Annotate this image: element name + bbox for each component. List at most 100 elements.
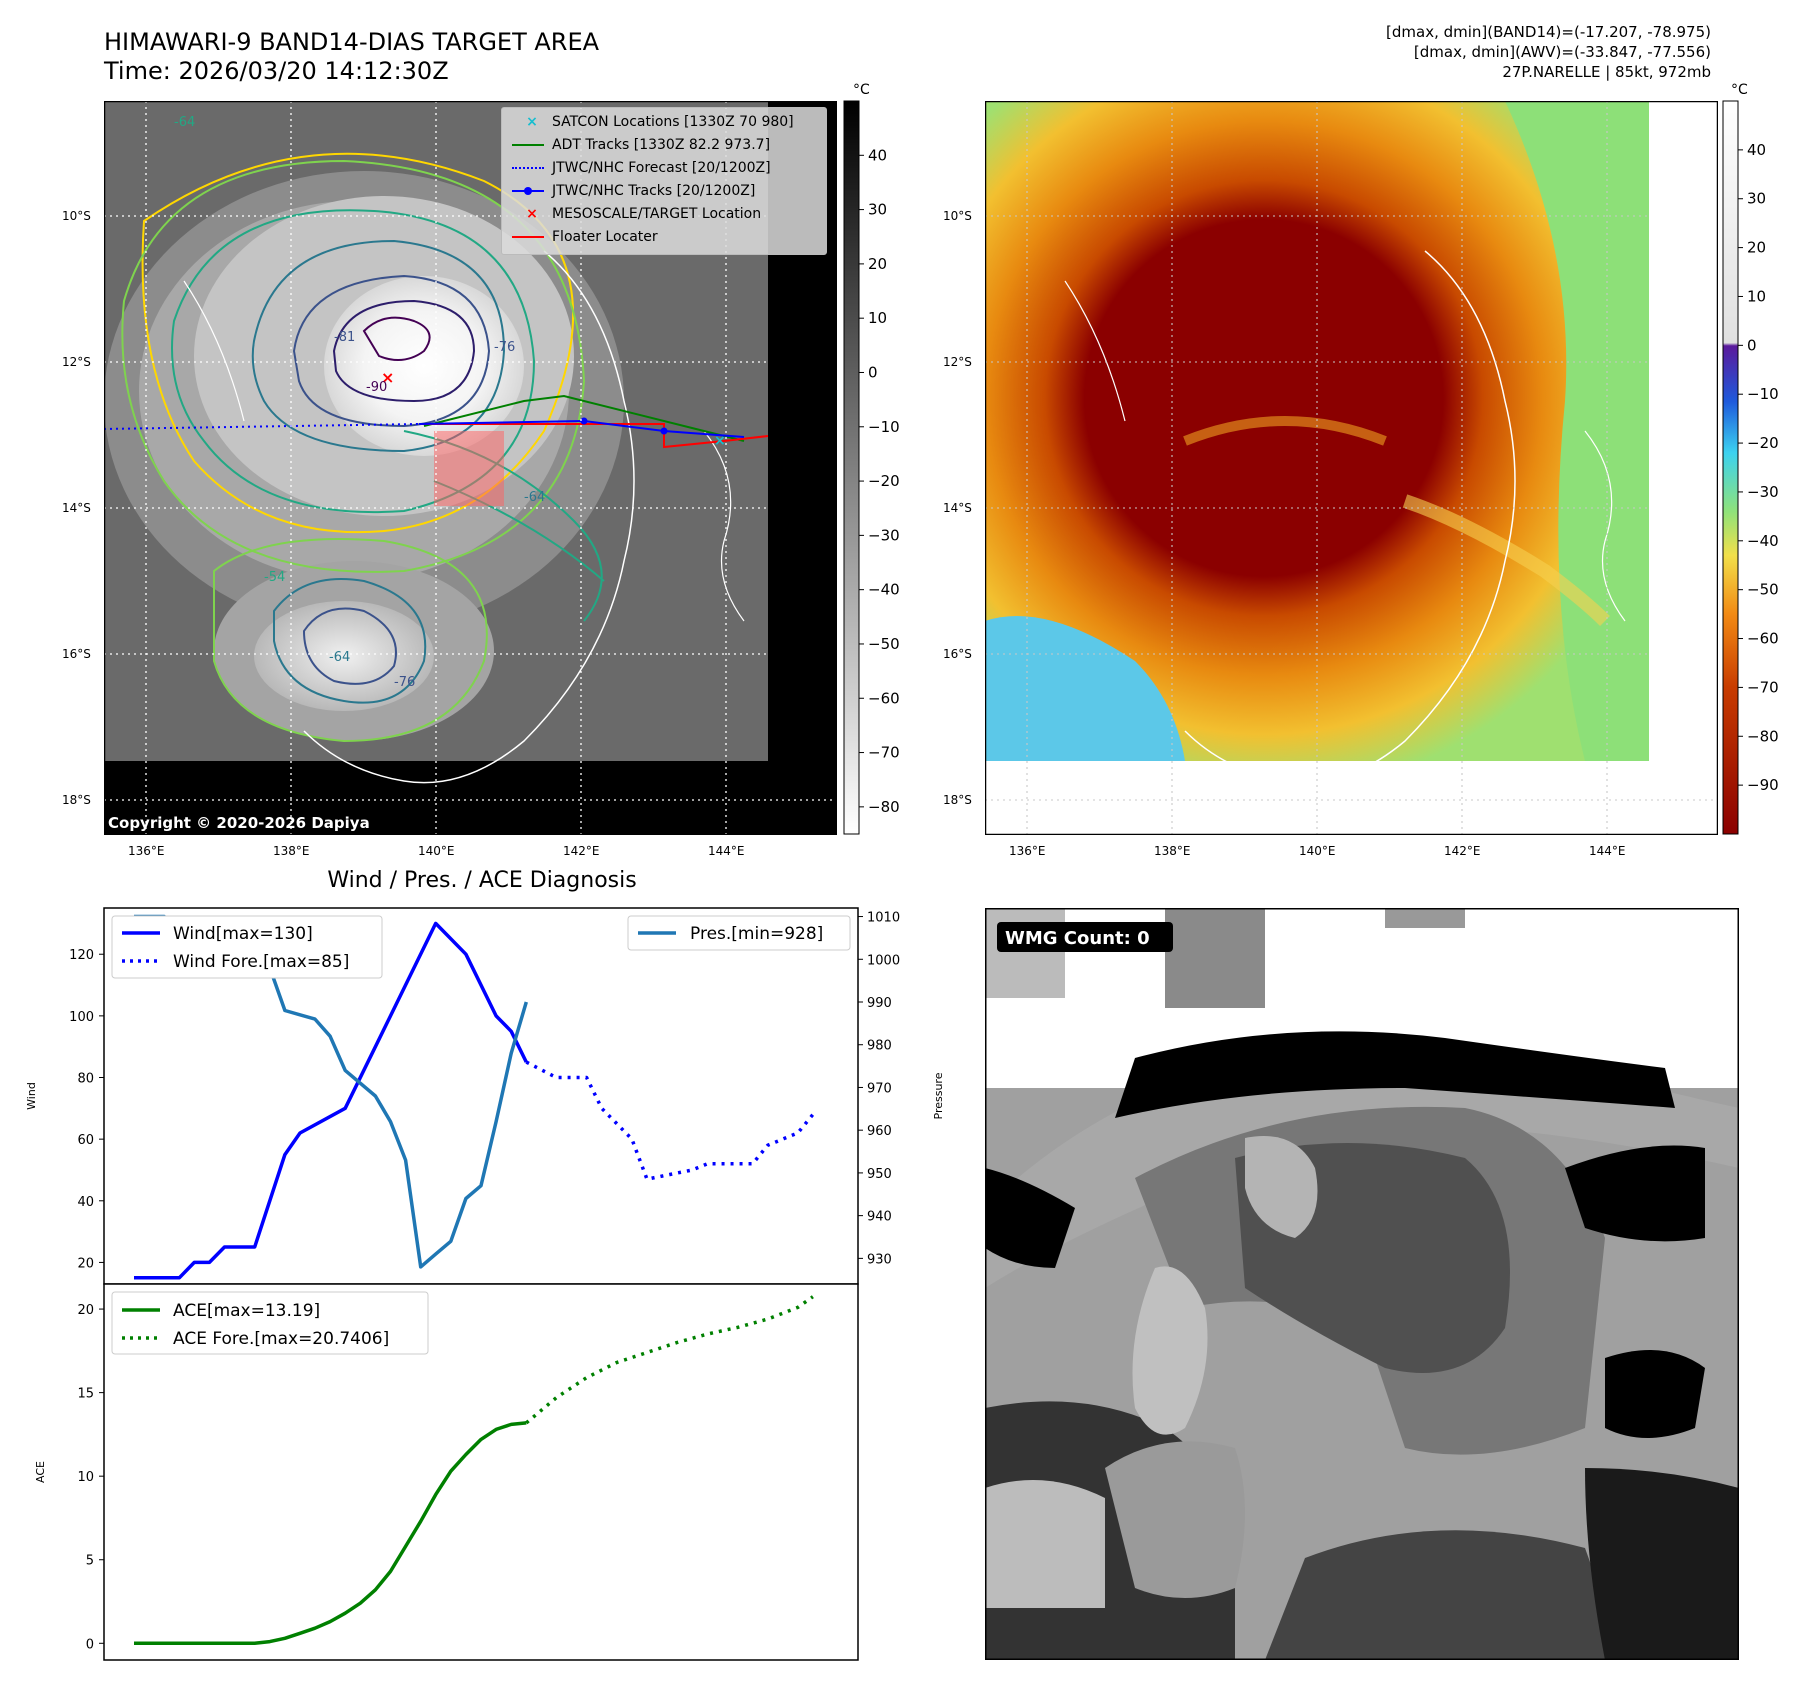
contour-label: -64 <box>174 115 195 130</box>
lat-label: 18°S <box>62 793 91 807</box>
chart-title: Wind / Pres. / ACE Diagnosis <box>327 868 636 893</box>
colorbar-tick-label: −50 <box>1747 581 1779 599</box>
colorbar-tick-label: 30 <box>868 201 887 219</box>
x-marker-icon: × <box>526 206 538 222</box>
colorbar-tick-label: −10 <box>1747 385 1779 403</box>
track-point <box>580 417 588 425</box>
lat-label: 16°S <box>62 647 91 661</box>
axis-tick-label: 1010 <box>867 911 900 926</box>
lat-label: 16°S <box>943 647 972 661</box>
lon-label: 144°E <box>708 844 745 858</box>
line-icon <box>512 236 544 238</box>
lat-label: 14°S <box>62 501 91 515</box>
ace-forecast-line <box>525 1295 814 1425</box>
colorbar-tick-label: −30 <box>868 526 900 544</box>
axis-tick-label: 100 <box>69 1010 94 1025</box>
colorbar-tick-label: 10 <box>1747 287 1766 305</box>
satcon-icon: × <box>526 114 538 130</box>
colorbar-unit: °C <box>1731 82 1748 98</box>
pressure-axis-label: Pressure <box>932 1072 945 1119</box>
colorbar-tick-label: −80 <box>868 798 900 816</box>
legend-entry: JTWC/NHC Forecast [20/1200Z] <box>512 160 771 176</box>
wind-axis-label: Wind <box>25 1082 38 1110</box>
axis-tick-label: 60 <box>77 1133 94 1148</box>
lon-label: 136°E <box>128 844 165 858</box>
awv-range: [dmax, dmin](AWV)=(-33.847, -77.556) <box>1413 43 1711 61</box>
line-icon <box>512 144 544 146</box>
axis-tick-label: 40 <box>77 1195 94 1210</box>
colorbar-tick-label: 0 <box>868 363 878 381</box>
wmg-count-label: WMG Count: 0 <box>1005 928 1150 949</box>
colorbar-tick-label: −60 <box>1747 630 1779 648</box>
colorbar-tick-label: −80 <box>1747 727 1779 745</box>
contour-label: -90 <box>366 380 387 395</box>
colorbar-tick-label: 0 <box>1747 336 1757 354</box>
colorbar-tick-label: 20 <box>868 255 887 273</box>
axis-tick-label: 20 <box>77 1256 94 1271</box>
target-box <box>434 431 504 506</box>
adt-track <box>423 394 745 442</box>
contour-label: -64 <box>329 650 350 665</box>
lon-label: 136°E <box>1009 844 1046 858</box>
contour-label: -54 <box>264 570 285 585</box>
colorbar-tick-label: −50 <box>868 635 900 653</box>
mesoscale-marker: × <box>381 368 394 387</box>
colorbar-tick-label: −60 <box>868 689 900 707</box>
map-legend: × SATCON Locations [1330Z 70 980] ADT Tra… <box>501 107 827 255</box>
figure-title: HIMAWARI-9 BAND14-DIAS TARGET AREA <box>104 28 600 56</box>
contour-label: -81 <box>334 330 355 345</box>
storm-info: [dmax, dmin](BAND14)=(-17.207, -78.975) … <box>1386 22 1711 82</box>
axis-tick-label: 0 <box>86 1637 94 1652</box>
legend-entry: × MESOSCALE/TARGET Location <box>512 206 761 222</box>
awv-satellite-map <box>985 101 1718 835</box>
axis-tick-label: 940 <box>867 1210 892 1225</box>
track-point <box>660 427 668 435</box>
ace-legend-label: ACE[max=13.19] <box>173 1301 320 1321</box>
band14-range: [dmax, dmin](BAND14)=(-17.207, -78.975) <box>1386 23 1711 41</box>
legend-entry: Floater Locater <box>512 229 658 245</box>
lon-label: 138°E <box>273 844 310 858</box>
jtwc-forecast <box>104 423 420 430</box>
axis-tick-label: 990 <box>867 996 892 1011</box>
lon-label: 144°E <box>1589 844 1626 858</box>
colorbar-tick-label: −20 <box>868 472 900 490</box>
colorbar-tick-label: −10 <box>868 418 900 436</box>
legend-entry: ADT Tracks [1330Z 82.2 973.7] <box>512 137 770 153</box>
axis-tick-label: 80 <box>77 1072 94 1087</box>
satcon-marker: × <box>714 433 726 449</box>
colorbar-tick-label: 40 <box>868 146 887 164</box>
wind-forecast-line <box>525 1060 815 1181</box>
axis-tick-label: 20 <box>77 1303 94 1318</box>
lon-label: 142°E <box>563 844 600 858</box>
ace-forecast-legend-label: ACE Fore.[max=20.7406] <box>173 1329 389 1349</box>
legend-entry: JTWC/NHC Tracks [20/1200Z] <box>512 183 755 199</box>
colorbar-tick-label: −40 <box>868 581 900 599</box>
colorbar-tick-label: −70 <box>1747 678 1779 696</box>
color-colorbar: °C 40 30 20 10 0 −10 −20 −30 −40 −50 −60 −70 −80 −90 <box>1722 82 1779 835</box>
wind-legend-label: Wind[max=130] <box>173 924 313 944</box>
axis-tick-label: 5 <box>86 1554 94 1569</box>
colorbar-tick-label: −40 <box>1747 532 1779 550</box>
figure-timestamp: Time: 2026/03/20 14:12:30Z <box>104 57 449 85</box>
wind-forecast-legend-label: Wind Fore.[max=85] <box>173 952 349 972</box>
contour-label: -64 <box>524 490 545 505</box>
colorbar-tick-label: −30 <box>1747 483 1779 501</box>
storm-intensity: 27P.NARELLE | 85kt, 972mb <box>1502 63 1711 81</box>
colorbar-tick-label: 10 <box>868 309 887 327</box>
colorbar-tick-label: 30 <box>1747 190 1766 208</box>
colorbar-tick-label: −90 <box>1747 776 1779 794</box>
lon-label: 140°E <box>418 844 455 858</box>
wind-pres-ace-chart: Wind / Pres. / ACE Diagnosis Wind Pressu… <box>25 868 945 1661</box>
pressure-legend-label: Pres.[min=928] <box>690 924 823 944</box>
colorbar-tick-label: 40 <box>1747 141 1766 159</box>
lon-label: 140°E <box>1299 844 1336 858</box>
wind-legend <box>111 915 383 979</box>
colorbar-tick-label: −20 <box>1747 434 1779 452</box>
axis-tick-label: 980 <box>867 1039 892 1054</box>
lat-label: 12°S <box>943 355 972 369</box>
axis-tick-label: 970 <box>867 1081 892 1096</box>
contour-label: -76 <box>394 675 415 690</box>
colorbar-tick-label: −70 <box>868 744 900 762</box>
axis-tick-label: 930 <box>867 1252 892 1267</box>
legend-entry: × SATCON Locations [1330Z 70 980] <box>512 114 794 130</box>
